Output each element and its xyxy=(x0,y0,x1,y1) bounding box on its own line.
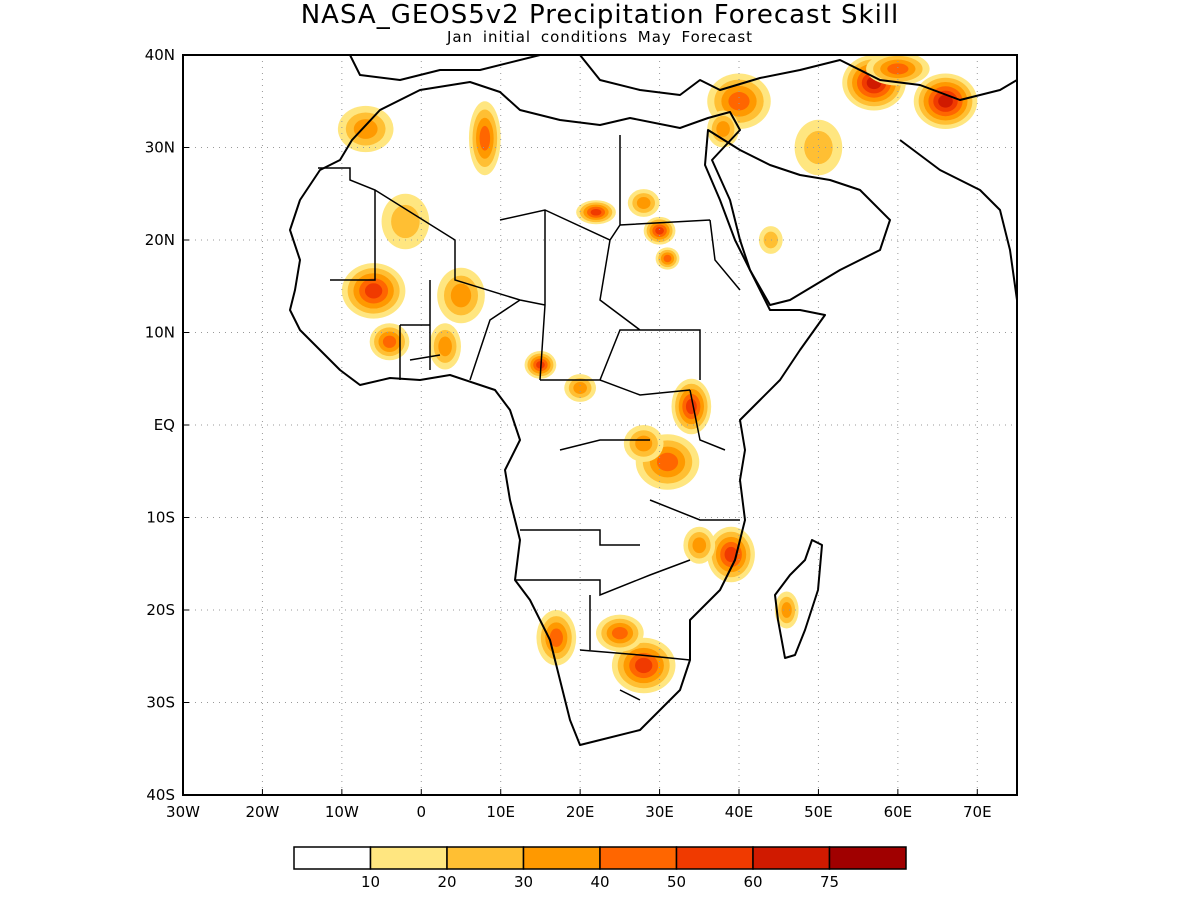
skill-contour xyxy=(716,121,730,137)
skill-contour xyxy=(382,335,397,348)
x-tick-label: 10E xyxy=(486,803,515,821)
africa-coastline xyxy=(289,81,826,746)
skill-contour xyxy=(479,125,491,151)
skill-contour xyxy=(353,119,378,139)
x-tick-label: 50E xyxy=(804,803,833,821)
skill-contour xyxy=(655,226,664,235)
legend-color-box xyxy=(599,846,678,870)
legend-label: 50 xyxy=(667,873,686,891)
legend-label: 30 xyxy=(514,873,533,891)
y-tick-label: EQ xyxy=(154,416,175,434)
skill-contour xyxy=(611,626,628,640)
skill-contour xyxy=(804,130,833,165)
coastlines xyxy=(289,55,1017,746)
madagascar-coastline xyxy=(774,539,823,659)
legend-color-box xyxy=(446,846,525,870)
x-tick-label: 10W xyxy=(325,803,359,821)
skill-contour xyxy=(636,197,651,209)
skill-contour xyxy=(438,336,452,357)
legend-label: 75 xyxy=(820,873,839,891)
skill-contour xyxy=(724,546,738,563)
legend-labels: 10 20 30 40 50 60 75 xyxy=(361,873,839,891)
legend-color-boxes xyxy=(293,846,907,870)
legend-label: 10 xyxy=(361,873,380,891)
y-tick-label: 20S xyxy=(146,601,175,619)
skill-contour xyxy=(364,283,383,299)
skill-contour xyxy=(635,657,653,674)
country-borders xyxy=(318,135,741,701)
skill-contour xyxy=(887,63,909,75)
legend-label: 60 xyxy=(743,873,762,891)
x-tick-label: 0 xyxy=(417,803,427,821)
x-tick-label: 20E xyxy=(566,803,595,821)
x-axis-ticks: 30W 20W 10W 0 10E 20E 30E 40E 50E 60E 70E xyxy=(166,789,992,821)
x-tick-label: 40E xyxy=(725,803,754,821)
legend-color-box xyxy=(828,846,907,870)
legend-label: 40 xyxy=(590,873,609,891)
legend-color-box xyxy=(293,846,372,870)
chart-subtitle: Jan initial conditions May Forecast xyxy=(446,28,754,46)
y-tick-label: 10S xyxy=(146,509,175,527)
y-tick-label: 40S xyxy=(146,786,175,804)
x-tick-label: 70E xyxy=(963,803,992,821)
y-tick-label: 30S xyxy=(146,694,175,712)
skill-contour xyxy=(573,382,587,394)
legend-label: 20 xyxy=(437,873,456,891)
skill-contour xyxy=(656,452,679,472)
legend-color-box xyxy=(752,846,831,870)
skill-contour xyxy=(728,92,750,111)
x-tick-label: 30E xyxy=(645,803,674,821)
y-axis-ticks: 40N 30N 20N 10N EQ 10S 20S 30S 40S xyxy=(145,46,189,804)
x-tick-label: 20W xyxy=(245,803,279,821)
skill-contour xyxy=(763,231,778,249)
skill-contour xyxy=(938,94,953,108)
y-tick-label: 10N xyxy=(145,324,175,342)
skill-contour xyxy=(590,208,602,216)
skill-contour xyxy=(549,628,563,647)
y-tick-label: 20N xyxy=(145,231,175,249)
skill-contour xyxy=(692,537,707,554)
skill-contour xyxy=(450,283,472,308)
skill-contour xyxy=(663,254,672,263)
skill-shading-layer xyxy=(337,55,978,694)
legend-color-box xyxy=(369,846,448,870)
legend-color-box xyxy=(675,846,754,870)
grid-lines xyxy=(183,55,1017,795)
eurasia-coastline xyxy=(349,55,1017,301)
x-tick-label: 60E xyxy=(884,803,913,821)
x-tick-label: 30W xyxy=(166,803,200,821)
skill-contour xyxy=(781,602,792,618)
arabia-coastline xyxy=(704,129,891,306)
chart-title: NASA_GEOS5v2 Precipitation Forecast Skil… xyxy=(300,0,900,30)
y-tick-label: 40N xyxy=(145,46,175,64)
legend-color-box xyxy=(522,846,601,870)
y-tick-label: 30N xyxy=(145,139,175,157)
